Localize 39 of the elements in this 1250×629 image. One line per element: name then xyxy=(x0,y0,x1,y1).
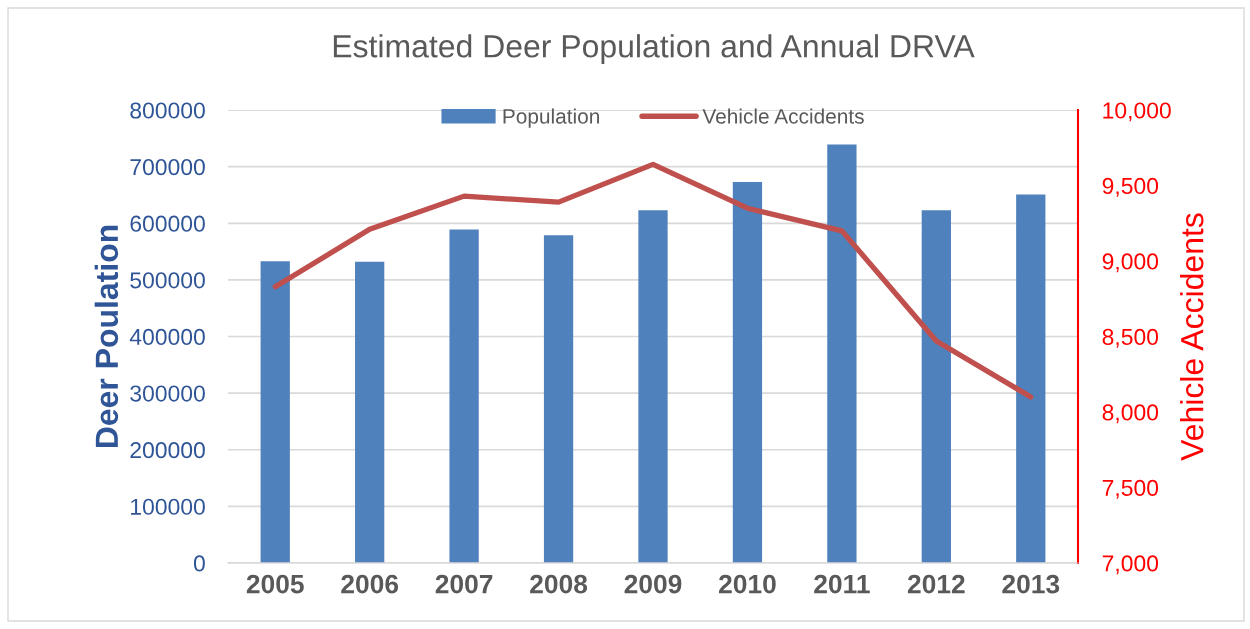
y2-tick-label: 10,000 xyxy=(1103,102,1171,122)
x-tick-label: 2005 xyxy=(246,574,304,594)
y-tick-label: 500000 xyxy=(130,272,205,289)
bar xyxy=(260,261,290,563)
y2-tick-label: 7,500 xyxy=(1102,479,1159,499)
bar xyxy=(355,261,385,563)
chart-title: Estimated Deer Population and Annual DRVA xyxy=(333,34,975,64)
x-tick-label: 2006 xyxy=(341,574,399,594)
y-tick-label: 600000 xyxy=(130,215,205,232)
y-tick-label: 200000 xyxy=(130,442,205,459)
y-tick-label: 100000 xyxy=(131,498,205,515)
x-tick-label: 2013 xyxy=(1002,574,1060,594)
bar xyxy=(921,210,951,563)
x-tick-label: 2007 xyxy=(435,574,493,594)
y-tick-label: 400000 xyxy=(129,328,205,346)
y-axis-title: Deer Poulation xyxy=(94,225,119,448)
x-tick-label: 2012 xyxy=(907,574,965,594)
y-tick-label: 800000 xyxy=(130,102,205,119)
y-tick-label: 700000 xyxy=(130,158,205,176)
legend-label: Vehicle Accidents xyxy=(702,108,864,124)
bar xyxy=(449,229,479,563)
bar xyxy=(1016,194,1046,563)
y2-tick-label: 9,000 xyxy=(1102,253,1159,273)
bar xyxy=(827,144,857,563)
x-tick-label: 2010 xyxy=(719,574,776,594)
y-tick-label: 300000 xyxy=(130,385,205,402)
bar xyxy=(543,235,574,563)
x-tick-label: 2011 xyxy=(814,574,870,594)
x-tick-label: 2008 xyxy=(530,574,588,594)
x-tick-label: 2009 xyxy=(624,574,682,594)
legend-label: Population xyxy=(503,108,599,128)
y2-tick-label: 7,000 xyxy=(1102,555,1159,575)
bar xyxy=(732,181,763,563)
y2-tick-label: 9,500 xyxy=(1102,177,1159,197)
bar xyxy=(638,210,668,563)
y2-tick-label: 8,000 xyxy=(1102,404,1159,424)
y2-tick-label: 8,500 xyxy=(1102,328,1159,348)
y2-axis-title: Vehicle Accidents xyxy=(1180,213,1204,461)
y-tick-label: 0 xyxy=(193,555,205,572)
